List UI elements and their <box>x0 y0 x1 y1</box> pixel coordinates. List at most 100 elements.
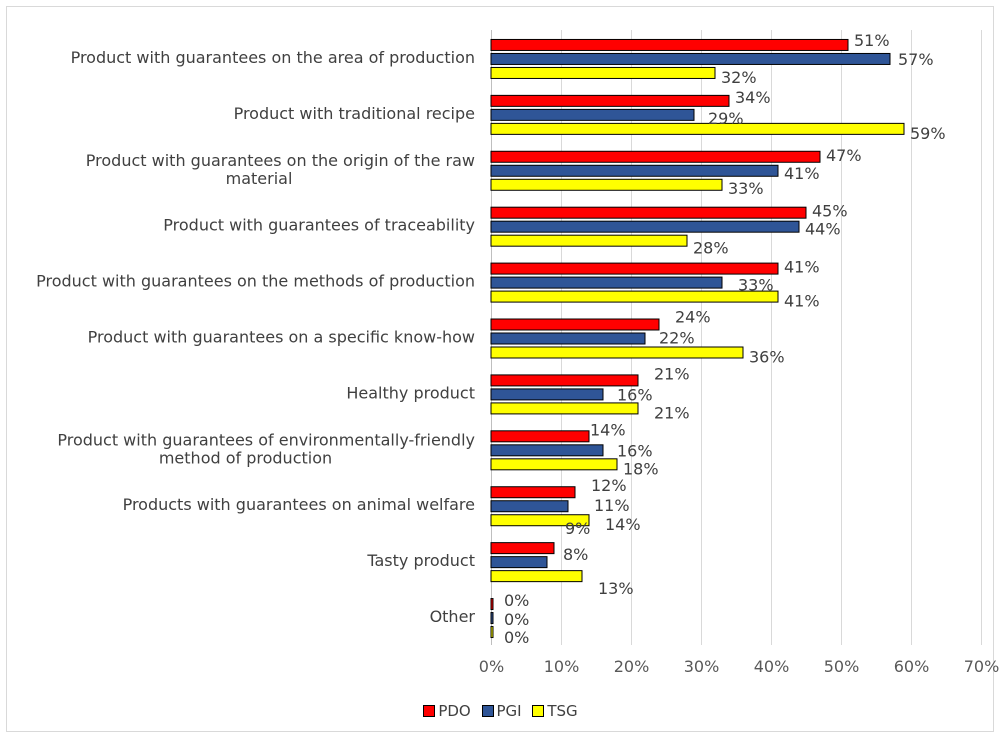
x-tick-label: 60% <box>894 657 930 676</box>
bar-pdo <box>490 38 849 51</box>
bar-tsg <box>490 458 618 471</box>
data-label-tsg: 14% <box>605 515 641 534</box>
category-label: Product with guarantees on the area of p… <box>71 48 475 67</box>
data-labels: 51% 34% 47% 45% 41% 24% 21% 14% 12% 9% 0% 57% 29% 41%… <box>504 31 946 647</box>
data-label-pgi: 22% <box>659 329 695 348</box>
legend-item-pgi: PGI <box>481 702 522 720</box>
data-label-pgi: 44% <box>805 220 841 239</box>
bar-tsg <box>490 626 494 639</box>
x-tick-label: 30% <box>684 657 720 676</box>
bar-pdo <box>490 486 576 499</box>
bar-pdo <box>490 430 590 443</box>
data-label-tsg: 28% <box>693 239 729 258</box>
x-tick-label: 40% <box>754 657 790 676</box>
bar-pdo <box>490 262 779 275</box>
category-label: Product with guarantees on a specific kn… <box>88 328 475 347</box>
x-tick-label: 0% <box>479 657 504 676</box>
data-label-pdo: 51% <box>854 31 890 50</box>
data-label-pdo: 9% <box>565 519 590 538</box>
bar-pdo <box>490 542 555 555</box>
data-label-pdo: 14% <box>590 420 626 439</box>
category-label: Product with guarantees of environmental… <box>57 430 475 449</box>
data-label-pgi: 33% <box>738 276 774 295</box>
bar-pgi <box>490 164 779 177</box>
bar-pgi <box>490 220 800 233</box>
bar-tsg <box>490 570 583 583</box>
bar-tsg <box>490 514 590 527</box>
bar-pgi <box>490 276 723 289</box>
x-tick-label: 50% <box>824 657 860 676</box>
data-label-pdo: 45% <box>812 202 848 221</box>
legend-swatch-tsg <box>532 705 545 717</box>
bar-tsg <box>490 122 905 135</box>
legend-label-tsg: TSG <box>547 702 578 720</box>
legend-label-pgi: PGI <box>496 702 522 720</box>
data-label-pgi: 16% <box>617 385 653 404</box>
x-tick-label: 20% <box>614 657 650 676</box>
bar-pgi <box>490 52 891 65</box>
bar-tsg <box>490 66 716 79</box>
bar-tsg <box>490 234 688 247</box>
category-label: Tasty product <box>366 551 475 570</box>
legend-item-tsg: TSG <box>532 702 578 720</box>
data-label-pgi: 16% <box>617 441 653 460</box>
category-label: Other <box>430 607 476 626</box>
bar-tsg <box>490 178 723 191</box>
data-label-tsg: 0% <box>504 628 529 647</box>
data-label-pdo: 47% <box>826 146 862 165</box>
legend-label-pdo: PDO <box>438 702 471 720</box>
category-labels: Product with guarantees on the area of p… <box>36 48 475 626</box>
data-label-pgi: 11% <box>594 496 630 515</box>
bar-pdo <box>490 318 660 331</box>
bar-pgi <box>490 500 569 513</box>
x-axis-ticks: 0% 10% 20% 30% 40% 50% 60% 70% <box>479 657 999 676</box>
data-label-tsg: 13% <box>598 579 634 598</box>
legend-item-pdo: PDO <box>423 702 471 720</box>
data-label-tsg: 59% <box>910 124 946 143</box>
data-label-pgi: 29% <box>708 109 744 128</box>
legend: PDO PGI TSG <box>0 702 1001 721</box>
bar-pgi <box>490 444 604 457</box>
category-label: material <box>226 169 293 188</box>
data-label-tsg: 18% <box>623 459 659 478</box>
category-label: Product with guarantees on the methods o… <box>36 272 475 291</box>
data-label-pgi: 8% <box>563 545 588 564</box>
data-label-pdo: 34% <box>735 88 771 107</box>
data-label-pdo: 24% <box>675 308 711 327</box>
data-label-pdo: 21% <box>654 364 690 383</box>
data-label-tsg: 36% <box>749 348 785 367</box>
bar-pgi <box>490 388 604 401</box>
data-label-tsg: 41% <box>784 292 820 311</box>
category-label: method of production <box>159 448 332 467</box>
data-label-pdo: 0% <box>504 591 529 610</box>
bar-tsg <box>490 346 744 359</box>
data-label-pgi: 41% <box>784 164 820 183</box>
chart-frame <box>6 6 994 732</box>
bar-pgi <box>490 612 494 625</box>
bar-pgi <box>490 108 695 121</box>
category-label: Products with guarantees on animal welfa… <box>123 495 475 514</box>
category-label: Product with traditional recipe <box>234 104 475 123</box>
category-label: Product with guarantees of traceability <box>163 216 475 235</box>
x-tick-label: 70% <box>964 657 1000 676</box>
bar-pdo <box>490 150 821 163</box>
legend-swatch-pgi <box>481 705 494 717</box>
data-label-tsg: 32% <box>721 68 757 87</box>
bar-pdo <box>490 374 639 387</box>
bar-pgi <box>490 556 548 569</box>
bar-pdo <box>490 598 494 611</box>
data-label-tsg: 21% <box>654 403 690 422</box>
data-label-pgi: 57% <box>898 50 934 69</box>
bar-pdo <box>490 206 807 219</box>
bar-tsg <box>490 290 779 303</box>
legend-swatch-pdo <box>423 705 436 717</box>
bar-tsg <box>490 402 639 415</box>
bar-pdo <box>490 94 730 107</box>
data-label-pdo: 12% <box>591 476 627 495</box>
bars <box>490 38 905 639</box>
data-label-pdo: 41% <box>784 258 820 277</box>
data-label-tsg: 33% <box>728 179 764 198</box>
x-tick-label: 10% <box>544 657 580 676</box>
bar-pgi <box>490 332 646 345</box>
